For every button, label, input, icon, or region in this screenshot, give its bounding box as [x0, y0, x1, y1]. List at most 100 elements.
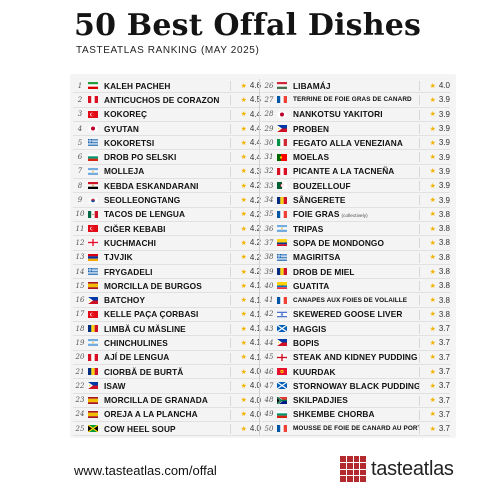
dish-row[interactable]: 35 FOIE GRAS (collectively) ★ 3.8 [262, 208, 450, 222]
dish-row[interactable]: 4 GYUTAN ★ 4.4 [73, 122, 261, 137]
dish-name[interactable]: SEOLLEONGTANG [104, 195, 231, 205]
dish-row[interactable]: 27 TERRINE DE FOIE GRAS DE CANARD ★ 3.9 [262, 93, 450, 108]
dish-name[interactable]: MORCILLA DE BURGOS [104, 281, 231, 291]
dish-name[interactable]: STORNOWAY BLACK PUDDING [293, 381, 420, 391]
dish-row[interactable]: 37 SOPA DE MONDONGO ★ 3.8 [262, 236, 450, 251]
dish-row[interactable]: 9 SEOLLEONGTANG ★ 4.2 [73, 193, 261, 208]
dish-name[interactable]: TACOS DE LENGUA [104, 209, 231, 219]
dish-name[interactable]: ANTICUCHOS DE CORAZON [104, 95, 231, 105]
dish-row[interactable]: 14 FRYGADELI ★ 4.2 [73, 265, 261, 280]
dish-name[interactable]: LIMBĂ CU MĂSLINE [104, 324, 231, 334]
dish-row[interactable]: 21 CIORBĂ DE BURTĂ ★ 4.0 [73, 365, 261, 380]
dish-name[interactable]: CHINCHULINES [104, 338, 231, 348]
dish-row[interactable]: 44 BOPIS ★ 3.7 [262, 336, 450, 351]
dish-name[interactable]: BATCHOY [104, 295, 231, 305]
dish-name[interactable]: CANAPÉS AUX FOIES DE VOLAILLE [293, 297, 420, 304]
dish-name[interactable]: SOPA DE MONDONGO [293, 238, 420, 248]
dish-name[interactable]: KUCHMACHI [104, 238, 231, 248]
dish-row[interactable]: 50 MOUSSE DE FOIE DE CANARD AU PORTO ★ 3.7 [262, 422, 450, 437]
dish-row[interactable]: 24 OREJA A LA PLANCHA ★ 4.0 [73, 408, 261, 423]
dish-name[interactable]: CIĞER KEBABI [104, 224, 231, 234]
dish-name[interactable]: KELLE PAÇA ÇORBASI [104, 309, 231, 319]
dish-row[interactable]: 47 STORNOWAY BLACK PUDDING ★ 3.7 [262, 379, 450, 394]
dish-name[interactable]: MORCILLA DE GRANADA [104, 395, 231, 405]
dish-row[interactable]: 31 MOELAS ★ 3.9 [262, 150, 450, 165]
dish-name[interactable]: LIBAMÁJ [293, 81, 420, 91]
dish-name[interactable]: NANKOTSU YAKITORI [293, 109, 420, 119]
dish-row[interactable]: 40 GUATITA ★ 3.8 [262, 279, 450, 294]
dish-name[interactable]: MOLLEJA [104, 166, 231, 176]
dish-row[interactable]: 20 AJÍ DE LENGUA ★ 4.1 [73, 351, 261, 365]
dish-name[interactable]: COW HEEL SOUP [104, 424, 231, 434]
dish-name[interactable]: BOUZELLOUF [293, 181, 420, 191]
dish-row[interactable]: 41 CANAPÉS AUX FOIES DE VOLAILLE ★ 3.8 [262, 293, 450, 308]
dish-name[interactable]: OREJA A LA PLANCHA [104, 409, 231, 419]
dish-name[interactable]: GUATITA [293, 281, 420, 291]
dish-row[interactable]: 1 KALEH PACHEH ★ 4.6 [73, 79, 261, 94]
dish-row[interactable]: 11 CIĞER KEBABI ★ 4.2 [73, 222, 261, 237]
dish-name[interactable]: KOKORETSI [104, 138, 231, 148]
dish-row[interactable]: 6 DROB PO SELSKI ★ 4.4 [73, 150, 261, 165]
dish-row[interactable]: 13 TJVJIK ★ 4.2 [73, 251, 261, 265]
dish-name[interactable]: SÂNGERETE [293, 195, 420, 205]
dish-row[interactable]: 43 HAGGIS ★ 3.7 [262, 322, 450, 337]
dish-row[interactable]: 2 ANTICUCHOS DE CORAZON ★ 4.5 [73, 93, 261, 108]
dish-name[interactable]: FEGATO ALLA VENEZIANA [293, 138, 420, 148]
dish-row[interactable]: 39 DROB DE MIEL ★ 3.8 [262, 265, 450, 280]
dish-name[interactable]: KEBDA ESKANDARANI [104, 181, 231, 191]
dish-row[interactable]: 36 TRIPAS ★ 3.8 [262, 222, 450, 237]
dish-row[interactable]: 15 MORCILLA DE BURGOS ★ 4.1 [73, 279, 261, 294]
dish-name[interactable]: PROBEN [293, 124, 420, 134]
dish-row[interactable]: 23 MORCILLA DE GRANADA ★ 4.0 [73, 394, 261, 408]
dish-name[interactable]: SHKEMBE CHORBA [293, 409, 420, 419]
dish-name[interactable]: AJÍ DE LENGUA [104, 352, 231, 362]
dish-row[interactable]: 25 COW HEEL SOUP ★ 4.0 [73, 422, 261, 437]
dish-name[interactable]: MAGIRITSA [293, 252, 420, 262]
dish-name[interactable]: SKILPADJIES [293, 395, 420, 405]
dish-row[interactable]: 10 TACOS DE LENGUA ★ 4.2 [73, 208, 261, 222]
dish-row[interactable]: 49 SHKEMBE CHORBA ★ 3.7 [262, 408, 450, 423]
dish-row[interactable]: 18 LIMBĂ CU MĂSLINE ★ 4.1 [73, 322, 261, 337]
dish-name[interactable]: FOIE GRAS (collectively) [293, 209, 420, 219]
dish-name[interactable]: KALEH PACHEH [104, 81, 231, 91]
dish-name[interactable]: ISAW [104, 381, 231, 391]
dish-row[interactable]: 7 MOLLEJA ★ 4.3 [73, 165, 261, 180]
dish-name[interactable]: TRIPAS [293, 224, 420, 234]
dish-name[interactable]: BOPIS [293, 338, 420, 348]
dish-name[interactable]: KUURDAK [293, 367, 420, 377]
dish-name[interactable]: MOUSSE DE FOIE DE CANARD AU PORTO [293, 425, 420, 432]
dish-row[interactable]: 8 KEBDA ESKANDARANI ★ 4.2 [73, 179, 261, 194]
dish-row[interactable]: 32 PICANTE A LA TACNEÑA ★ 3.9 [262, 165, 450, 180]
dish-row[interactable]: 28 NANKOTSU YAKITORI ★ 3.9 [262, 108, 450, 122]
dish-name[interactable]: GYUTAN [104, 124, 231, 134]
dish-row[interactable]: 42 SKEWERED GOOSE LIVER ★ 3.8 [262, 308, 450, 323]
dish-row[interactable]: 22 ISAW ★ 4.0 [73, 379, 261, 394]
dish-name[interactable]: MOELAS [293, 152, 420, 162]
dish-row[interactable]: 34 SÂNGERETE ★ 3.9 [262, 193, 450, 208]
dish-row[interactable]: 38 MAGIRITSA ★ 3.8 [262, 251, 450, 265]
dish-row[interactable]: 48 SKILPADJIES ★ 3.7 [262, 394, 450, 408]
dish-row[interactable]: 45 STEAK AND KIDNEY PUDDING ★ 3.7 [262, 351, 450, 365]
dish-name[interactable]: FRYGADELI [104, 267, 231, 277]
dish-row[interactable]: 29 PROBEN ★ 3.9 [262, 122, 450, 137]
dish-row[interactable]: 16 BATCHOY ★ 4.1 [73, 293, 261, 308]
dish-row[interactable]: 26 LIBAMÁJ ★ 4.0 [262, 79, 450, 94]
dish-name[interactable]: CIORBĂ DE BURTĂ [104, 367, 231, 377]
dish-name[interactable]: SKEWERED GOOSE LIVER [293, 309, 420, 319]
dish-row[interactable]: 46 KUURDAK ★ 3.7 [262, 365, 450, 380]
dish-row[interactable]: 5 KOKORETSI ★ 4.4 [73, 136, 261, 151]
dish-name[interactable]: TJVJIK [104, 252, 231, 262]
dish-name[interactable]: KOKOREÇ [104, 109, 231, 119]
dish-name[interactable]: STEAK AND KIDNEY PUDDING [293, 352, 420, 362]
dish-name[interactable]: DROB DE MIEL [293, 267, 420, 277]
site-url[interactable]: www.tasteatlas.com/offal [74, 463, 217, 478]
dish-row[interactable]: 17 KELLE PAÇA ÇORBASI ★ 4.1 [73, 308, 261, 323]
dish-row[interactable]: 12 KUCHMACHI ★ 4.2 [73, 236, 261, 251]
dish-row[interactable]: 33 BOUZELLOUF ★ 3.9 [262, 179, 450, 194]
dish-row[interactable]: 19 CHINCHULINES ★ 4.1 [73, 336, 261, 351]
dish-row[interactable]: 30 FEGATO ALLA VENEZIANA ★ 3.9 [262, 136, 450, 151]
dish-name[interactable]: HAGGIS [293, 324, 420, 334]
dish-name[interactable]: PICANTE A LA TACNEÑA [293, 166, 420, 176]
dish-row[interactable]: 3 KOKOREÇ ★ 4.4 [73, 108, 261, 122]
dish-name[interactable]: DROB PO SELSKI [104, 152, 231, 162]
